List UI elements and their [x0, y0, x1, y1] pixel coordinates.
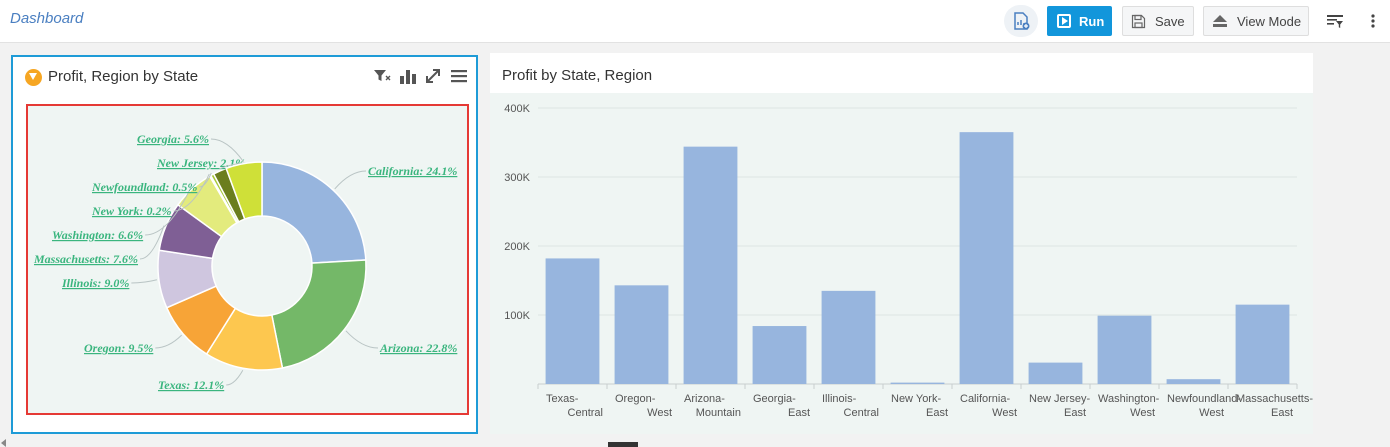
pie-label[interactable]: Oregon: 9.5% — [84, 341, 153, 355]
x-tick-label: West — [647, 407, 672, 419]
pie-slice[interactable] — [270, 259, 367, 369]
pie-slice[interactable] — [225, 161, 263, 221]
pie-slice[interactable] — [261, 161, 367, 264]
x-tick-label: California- — [960, 393, 1010, 405]
y-tick-label: 100K — [504, 310, 530, 322]
view-mode-button[interactable]: View Mode — [1203, 6, 1309, 36]
x-tick-label: Illinois- — [822, 393, 857, 405]
bar-chart-panel[interactable]: Profit by State, Region 100K 200K 300K 400K… — [490, 53, 1313, 434]
play-icon — [1057, 14, 1071, 28]
view-mode-label: View Mode — [1237, 13, 1302, 29]
bar[interactable] — [614, 285, 669, 384]
scroll-left-icon[interactable] — [1, 439, 6, 447]
bar[interactable] — [1097, 315, 1152, 384]
add-report-button[interactable] — [1004, 5, 1038, 37]
pie-leader-line — [173, 173, 210, 212]
x-tick-label: East — [1271, 407, 1293, 419]
bar[interactable] — [752, 326, 807, 384]
bar[interactable] — [545, 258, 600, 384]
save-icon — [1131, 14, 1146, 28]
y-tick-label: 300K — [504, 172, 530, 184]
run-button[interactable]: Run — [1047, 6, 1112, 36]
x-tick-label: Texas- — [546, 393, 579, 405]
bar-chart: 100K 200K 300K 400K Texas- Central Oregon- West… — [504, 103, 1313, 419]
x-tick-label: Washington- — [1098, 393, 1160, 405]
bar[interactable] — [1166, 379, 1221, 384]
x-tick-label: Georgia- — [753, 393, 796, 405]
pie-leader-line — [145, 187, 192, 236]
pie-leader-line — [345, 330, 379, 349]
pie-label[interactable]: California: 24.1% — [368, 164, 457, 178]
pie-label[interactable]: Massachusetts: 7.6% — [33, 252, 138, 266]
pie-leader-line — [199, 172, 212, 188]
filter-icon[interactable] — [373, 67, 391, 85]
x-tick-label: Arizona- — [684, 393, 725, 405]
donut-chart: California: 24.1% Arizona: 22.8% Texas: 12… — [33, 132, 457, 392]
x-tick-label: Newfoundland- — [1167, 393, 1241, 405]
x-tick-label: Oregon- — [615, 393, 656, 405]
save-label: Save — [1155, 13, 1185, 29]
add-report-icon — [1014, 12, 1030, 30]
top-toolbar: Dashboard Run Save View Mode — [0, 0, 1390, 43]
pie-label[interactable]: Texas: 12.1% — [158, 378, 224, 392]
x-tick-label: Massachusetts- — [1236, 393, 1313, 405]
pie-label[interactable]: Washington: 6.6% — [52, 228, 143, 242]
expand-icon[interactable] — [424, 67, 442, 85]
bar[interactable] — [683, 146, 738, 384]
pie-label[interactable]: Arizona: 22.8% — [379, 341, 457, 355]
pie-label[interactable]: New Jersey: 2.1% — [156, 156, 245, 170]
pie-chart-panel[interactable]: Profit, Region by State California: 24.1… — [11, 55, 478, 434]
menu-icon[interactable] — [450, 67, 468, 85]
scroll-thumb[interactable] — [608, 442, 638, 447]
x-tick-label: West — [1130, 407, 1155, 419]
pie-panel-title: Profit, Region by State — [48, 68, 199, 85]
x-tick-label: New Jersey- — [1029, 393, 1090, 405]
bar-panel-title: Profit by State, Region — [502, 67, 653, 84]
y-tick-label: 400K — [504, 103, 530, 115]
x-tick-label: Central — [568, 407, 603, 419]
run-label: Run — [1079, 13, 1105, 29]
save-button[interactable]: Save — [1122, 6, 1194, 36]
pie-label[interactable]: Illinois: 9.0% — [61, 276, 129, 290]
more-options-button[interactable] — [1364, 6, 1382, 36]
dashboard-title: Dashboard — [10, 10, 84, 27]
pie-leader-line — [210, 138, 244, 162]
more-vertical-icon — [1371, 14, 1375, 28]
y-tick-label: 200K — [504, 241, 530, 253]
pie-label[interactable]: Newfoundland: 0.5% — [91, 180, 197, 194]
bar[interactable] — [821, 290, 876, 384]
filter-panel-icon — [1327, 15, 1343, 28]
bar[interactable] — [1235, 304, 1290, 384]
pie-chart-area: California: 24.1% Arizona: 22.8% Texas: 12… — [26, 104, 469, 415]
pie-leader-line — [155, 334, 183, 349]
pie-leader-line — [139, 225, 165, 260]
bar-chart-area: 100K 200K 300K 400K Texas- Central Oregon- West… — [490, 93, 1313, 434]
pie-leader-line — [226, 370, 244, 386]
filter-panel-button[interactable] — [1322, 6, 1348, 36]
eject-icon — [1213, 15, 1227, 27]
chart-type-icon — [25, 69, 42, 86]
x-tick-label: Mountain — [696, 407, 741, 419]
bar[interactable] — [959, 132, 1014, 384]
x-tick-label: East — [788, 407, 810, 419]
pie-leader-line — [334, 170, 367, 190]
x-tick-label: New York- — [891, 393, 941, 405]
bar-chart-icon[interactable] — [399, 67, 417, 85]
x-tick-label: East — [926, 407, 948, 419]
horizontal-scrollbar[interactable] — [0, 438, 1390, 447]
x-tick-label: East — [1064, 407, 1086, 419]
x-tick-label: West — [1199, 407, 1224, 419]
pie-label[interactable]: Georgia: 5.6% — [137, 132, 209, 146]
x-tick-label: West — [992, 407, 1017, 419]
pie-label[interactable]: New York: 0.2% — [91, 204, 171, 218]
bar[interactable] — [1028, 362, 1083, 384]
bar[interactable] — [890, 382, 945, 384]
x-tick-label: Central — [844, 407, 879, 419]
pie-leader-line — [131, 279, 158, 284]
